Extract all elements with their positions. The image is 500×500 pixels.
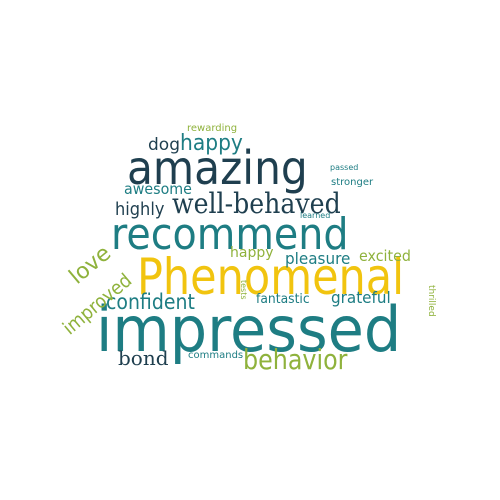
word-behavior: behavior [243,343,348,376]
word-pleasure: pleasure [285,249,351,268]
word-stronger: stronger [331,177,374,188]
word-happy: happy [180,131,243,156]
word-grateful: grateful [331,288,391,307]
word-passed: passed [330,163,359,172]
word-impressed: impressed [96,293,402,366]
word-well-behaved: well-behaved [172,187,341,220]
word-fantastic: fantastic [256,292,310,307]
word-learned: learned [300,211,331,220]
word-excited: excited [359,247,411,265]
word-awesome: awesome [124,180,192,198]
word-tests: tests [239,280,248,300]
word-commands: commands [188,350,244,361]
word-bond: bond [118,346,169,370]
word-confident: confident [106,290,195,314]
word-dog: dog [148,135,180,155]
word-phenomenal: Phenomenal [137,248,405,306]
word-recommend: recommend [111,209,349,260]
word-happy-2: happy [230,245,274,261]
word-highly: highly [115,199,165,220]
word-thrilled: thrilled [426,285,436,317]
word-rewarding: rewarding [187,123,238,134]
word-amazing: amazing [127,141,308,195]
